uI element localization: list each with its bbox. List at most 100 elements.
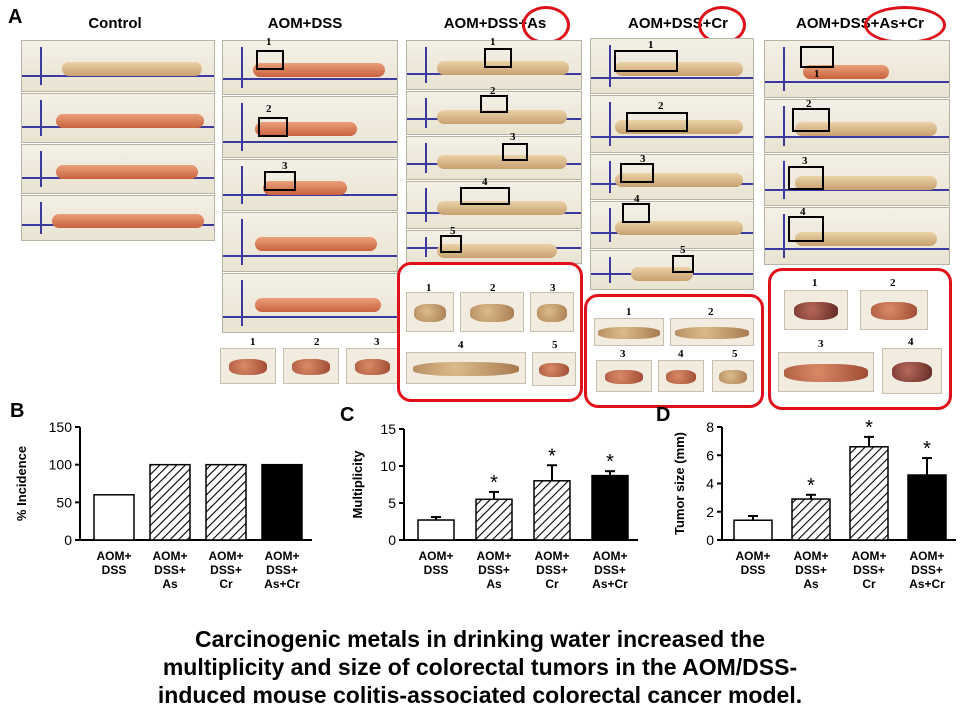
bar bbox=[417, 519, 455, 541]
bar bbox=[475, 498, 513, 541]
tumor-thumbnail bbox=[670, 318, 754, 346]
tumor-box bbox=[502, 143, 528, 161]
y-tick-label: 2 bbox=[706, 504, 714, 520]
x-tick-label: AOM+ bbox=[152, 549, 187, 563]
x-tick-label: As+Cr bbox=[264, 577, 300, 591]
tumor-thumbnail bbox=[658, 360, 704, 392]
x-tick-label: Cr bbox=[545, 577, 559, 591]
tumor-box bbox=[788, 166, 824, 190]
x-tick-label: DSS+ bbox=[911, 563, 943, 577]
panel-c-letter: C bbox=[340, 404, 354, 426]
x-tick-label: AOM+ bbox=[418, 549, 453, 563]
highlight-box-as-cr bbox=[768, 268, 952, 410]
highlight-oval-as-cr bbox=[864, 6, 946, 44]
colon-photo bbox=[406, 40, 582, 90]
tumor-box bbox=[484, 48, 512, 68]
x-tick-label: AOM+ bbox=[592, 549, 627, 563]
tumor-thumbnail bbox=[712, 360, 754, 392]
tumor-number: 4 bbox=[634, 193, 640, 205]
x-tick-label: DSS bbox=[424, 563, 449, 577]
x-tick-label: As+Cr bbox=[592, 577, 628, 591]
tumor-number: 1 bbox=[490, 36, 496, 48]
y-tick-label: 8 bbox=[706, 419, 714, 435]
caption-line-3: induced mouse colitis-associated colorec… bbox=[157, 682, 803, 708]
tumor-number: 3 bbox=[374, 336, 380, 348]
tumor-box bbox=[264, 171, 296, 191]
tumor-number: 4 bbox=[678, 348, 684, 360]
y-tick-label: 5 bbox=[388, 495, 396, 511]
x-tick-label: AOM+ bbox=[534, 549, 569, 563]
tumor-box bbox=[626, 112, 688, 132]
y-tick-label: 4 bbox=[706, 476, 714, 492]
x-tick-label: DSS+ bbox=[795, 563, 827, 577]
x-tick-label: DSS bbox=[741, 563, 766, 577]
tumor-thumbnail bbox=[784, 290, 848, 330]
colon-photo bbox=[590, 154, 754, 200]
tumor-number: 5 bbox=[732, 348, 738, 360]
panel-a-letter: A bbox=[8, 6, 23, 28]
tumor-number: 2 bbox=[314, 336, 320, 348]
tumor-box bbox=[622, 203, 650, 223]
tumor-number: 3 bbox=[802, 155, 808, 167]
tumor-thumbnail bbox=[596, 360, 652, 392]
tumor-number: 1 bbox=[250, 336, 256, 348]
x-tick-label: AOM+ bbox=[735, 549, 770, 563]
tumor-thumbnail bbox=[594, 318, 664, 346]
tumor-number: 2 bbox=[806, 98, 812, 110]
tumor-number: 5 bbox=[680, 244, 686, 256]
tumor-number: 1 bbox=[648, 39, 654, 51]
tumor-thumbnail bbox=[530, 292, 574, 332]
colon-photo bbox=[590, 95, 754, 153]
colon-photo bbox=[764, 40, 950, 98]
caption-line-1: Carcinogenic metals in drinking water in… bbox=[194, 626, 766, 652]
colon-photo bbox=[222, 40, 398, 95]
bar bbox=[205, 463, 247, 541]
group-title-aom-dss: AOM+DSS bbox=[267, 15, 343, 32]
significance-marker: * bbox=[606, 451, 614, 473]
colon-photo bbox=[21, 93, 215, 143]
tumor-number: 3 bbox=[640, 153, 646, 165]
x-tick-label: Cr bbox=[219, 577, 233, 591]
colon-photo bbox=[764, 207, 950, 265]
x-tick-label: DSS+ bbox=[154, 563, 186, 577]
x-tick-label: AOM+ bbox=[476, 549, 511, 563]
tumor-box bbox=[256, 50, 284, 70]
tumor-number: 2 bbox=[490, 85, 496, 97]
tumor-box bbox=[672, 255, 694, 273]
colon-photo bbox=[764, 154, 950, 206]
tumor-thumbnail bbox=[346, 348, 398, 384]
tumor-thumbnail bbox=[778, 352, 874, 392]
tumor-box bbox=[480, 95, 508, 113]
tumor-thumbnail bbox=[283, 348, 339, 384]
tumor-number: 4 bbox=[482, 176, 488, 188]
colon-photo bbox=[21, 195, 215, 241]
colon-photo bbox=[590, 38, 754, 94]
y-tick-label: 100 bbox=[49, 457, 73, 473]
tumor-number: 1 bbox=[426, 282, 432, 294]
group-title-aom-dss-as: AOM+DSS+As bbox=[443, 15, 547, 32]
y-tick-label: 0 bbox=[64, 532, 72, 548]
tumor-number: 3 bbox=[282, 160, 288, 172]
tumor-number: 3 bbox=[620, 348, 626, 360]
tumor-number: 3 bbox=[550, 282, 556, 294]
x-tick-label: DSS+ bbox=[853, 563, 885, 577]
x-tick-label: AOM+ bbox=[851, 549, 886, 563]
tumor-number: 4 bbox=[800, 206, 806, 218]
y-tick-label: 0 bbox=[706, 532, 714, 548]
tumor-box bbox=[440, 235, 462, 253]
figure-caption: Carcinogenic metals in drinking water in… bbox=[0, 625, 960, 709]
tumor-number: 5 bbox=[450, 225, 456, 237]
x-tick-label: AOM+ bbox=[793, 549, 828, 563]
tumor-number: 1 bbox=[814, 68, 820, 80]
colon-photo bbox=[222, 159, 398, 211]
x-tick-label: As+Cr bbox=[909, 577, 945, 591]
x-tick-label: AOM+ bbox=[96, 549, 131, 563]
tumor-number: 1 bbox=[266, 36, 272, 48]
colon-photo bbox=[406, 136, 582, 180]
significance-marker: * bbox=[548, 445, 556, 467]
tumor-thumbnail bbox=[532, 352, 576, 386]
y-axis-label: Multiplicity bbox=[350, 450, 365, 519]
highlight-box-as bbox=[397, 262, 583, 402]
bar bbox=[261, 463, 303, 541]
